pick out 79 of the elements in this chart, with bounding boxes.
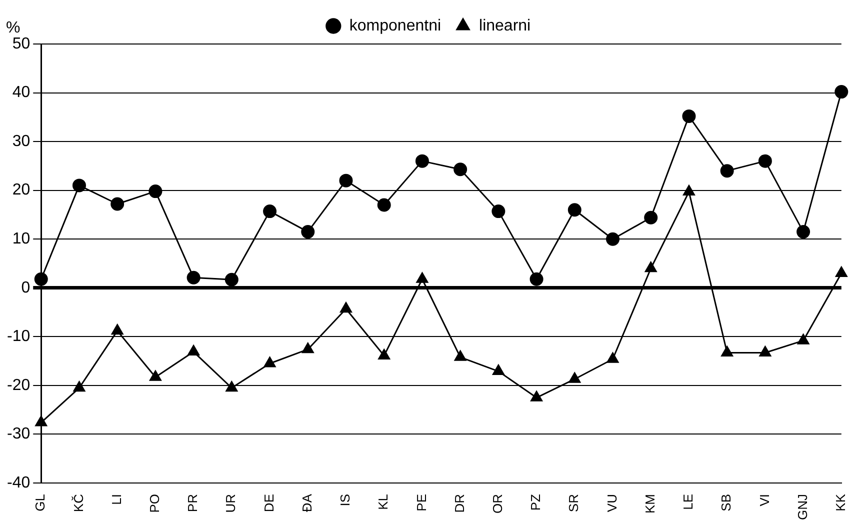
y-tick-label: 10 [12, 230, 30, 248]
point [377, 198, 391, 212]
point [644, 262, 657, 272]
y-tick-label: 40 [12, 84, 30, 102]
point [720, 164, 734, 178]
point [148, 184, 162, 198]
x-tick-label: KM [642, 494, 658, 514]
point [568, 203, 582, 217]
y-tick-label: -10 [7, 328, 30, 346]
point [796, 225, 810, 239]
x-tick-label: KK [832, 494, 848, 512]
point [263, 204, 277, 218]
point [797, 334, 810, 344]
legend-label: komponentni [349, 17, 442, 34]
y-tick-label: 30 [12, 132, 30, 150]
point [530, 272, 544, 286]
x-tick-label: PZ [528, 494, 544, 511]
point [835, 266, 848, 278]
point [454, 350, 466, 361]
y-tick-label: -30 [7, 426, 30, 443]
x-tick-label: VI [756, 494, 772, 506]
y-tick-label: 0 [21, 279, 30, 296]
point [834, 85, 848, 99]
point [758, 154, 772, 168]
point [224, 272, 238, 286]
point [340, 302, 352, 313]
point [188, 345, 200, 356]
point [721, 346, 734, 357]
y-tick-label: 20 [12, 182, 30, 199]
point [186, 270, 200, 284]
x-tick-label: DE [261, 494, 276, 512]
x-tick-label: UR [223, 494, 238, 513]
x-tick-label: LE [680, 494, 696, 510]
point [35, 416, 48, 426]
x-tick-label: SB [718, 494, 734, 512]
x-tick-label: DR [452, 494, 467, 513]
point [72, 178, 86, 192]
x-tick-label: LI [108, 494, 124, 505]
x-tick-label: OR [490, 494, 506, 514]
point [302, 342, 314, 354]
point [759, 346, 772, 357]
x-tick-label: VU [604, 494, 620, 512]
point [644, 210, 658, 224]
point [150, 370, 162, 381]
point [530, 390, 542, 402]
y-tick-label: -40 [7, 474, 30, 492]
x-tick-label: KL [376, 494, 391, 510]
point [454, 162, 468, 176]
point [415, 154, 429, 168]
x-tick-label: GNJ [794, 494, 810, 520]
x-tick-label: PE [414, 494, 429, 512]
x-tick-label: PR [185, 494, 200, 512]
x-tick-label: KČ [70, 494, 86, 512]
point [264, 356, 276, 368]
point [378, 348, 390, 360]
point [416, 272, 428, 283]
point [682, 109, 696, 123]
x-tick-label: GL [32, 494, 48, 512]
legend-label: linearni [479, 17, 531, 34]
point [226, 381, 238, 392]
y-axis-title: % [6, 19, 20, 36]
x-tick-label: ĐA [299, 494, 314, 512]
point [34, 272, 48, 286]
x-tick-label: IS [338, 494, 353, 506]
point [492, 204, 506, 218]
y-tick-label: 50 [12, 35, 30, 52]
x-tick-label: SR [566, 494, 582, 512]
point [110, 197, 124, 211]
x-tick-label: PO [147, 494, 162, 513]
point [606, 232, 620, 246]
point [73, 381, 86, 392]
point [301, 225, 315, 239]
point [339, 174, 353, 188]
point [683, 185, 695, 196]
point [492, 364, 504, 376]
point [111, 324, 124, 335]
point [606, 352, 619, 363]
point [568, 372, 581, 383]
y-tick-label: -20 [7, 376, 30, 394]
